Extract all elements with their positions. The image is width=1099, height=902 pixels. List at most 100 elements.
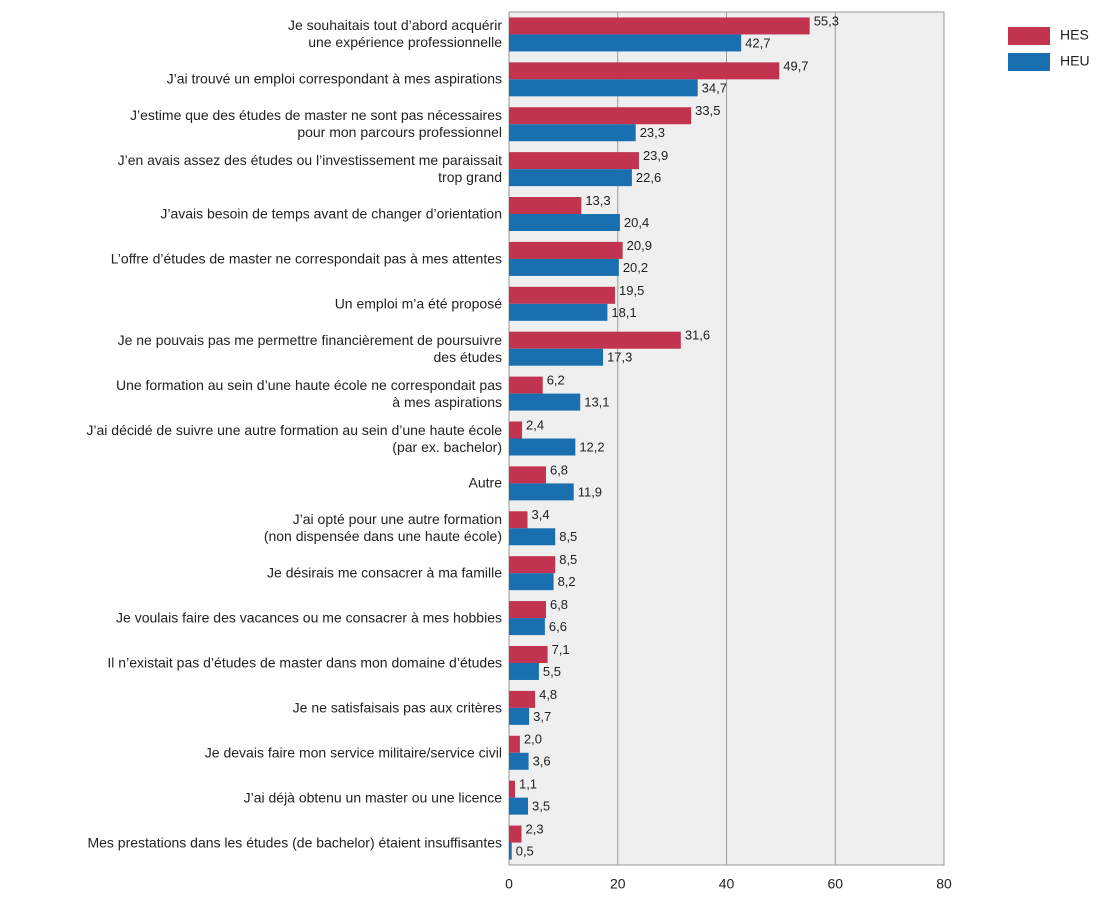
bar (509, 483, 574, 501)
value-label: 6,6 (549, 619, 567, 634)
bar (509, 241, 623, 259)
legend-swatch (1008, 27, 1050, 45)
value-label: 49,7 (783, 58, 808, 73)
bar (509, 152, 639, 170)
value-label: 2,0 (524, 732, 542, 747)
bar (509, 79, 698, 97)
value-label: 0,5 (516, 843, 534, 858)
bar (509, 258, 619, 276)
x-tick-label: 80 (936, 876, 952, 892)
bar (509, 735, 520, 753)
bar (509, 286, 616, 304)
bar (509, 842, 512, 860)
bar (509, 618, 545, 636)
bar (509, 797, 529, 815)
bar (509, 34, 742, 52)
bar (509, 601, 546, 619)
value-label: 13,1 (584, 395, 609, 410)
value-label: 7,1 (552, 642, 570, 657)
value-label: 23,3 (640, 125, 665, 140)
bar (509, 17, 810, 35)
category-label: Une formation au sein d’une haute école … (115, 376, 502, 410)
legend-label: HEU (1060, 53, 1090, 69)
category-label: J’ai décidé de suivre une autre formatio… (86, 421, 502, 455)
value-label: 20,2 (623, 260, 648, 275)
bar (509, 62, 780, 80)
bar (509, 393, 581, 411)
bar (509, 169, 632, 187)
value-label: 6,8 (550, 462, 568, 477)
value-label: 33,5 (695, 103, 720, 118)
value-label: 11,9 (578, 484, 602, 499)
bar (509, 124, 636, 142)
category-label: J’ai opté pour une autre formation (non … (263, 511, 502, 545)
bar (509, 331, 681, 349)
category-label: Je désirais me consacrer à ma famille (267, 564, 502, 581)
x-tick-label: 0 (505, 876, 513, 892)
bar (509, 573, 554, 591)
value-label: 8,5 (559, 529, 577, 544)
value-label: 2,4 (526, 417, 544, 432)
value-label: 2,3 (526, 821, 544, 836)
value-label: 6,2 (547, 373, 565, 388)
value-label: 8,5 (559, 552, 577, 567)
bar (509, 752, 529, 770)
x-tick-label: 40 (719, 876, 735, 892)
bar (509, 376, 543, 394)
category-label: J’avais besoin de temps avant de changer… (160, 205, 502, 222)
bar (509, 438, 576, 456)
value-label: 12,2 (579, 439, 604, 454)
legend-label: HES (1060, 27, 1089, 43)
value-label: 5,5 (543, 664, 561, 679)
value-label: 23,9 (643, 148, 668, 163)
category-label: L’offre d’études de master ne correspond… (110, 250, 502, 267)
bar (509, 466, 546, 484)
category-label: Je souhaitais tout d’abord acquérir une … (287, 17, 502, 51)
value-label: 6,8 (550, 597, 568, 612)
value-label: 3,6 (533, 754, 551, 769)
value-label: 3,4 (531, 507, 549, 522)
category-label: Un emploi m’a été proposé (334, 295, 502, 312)
value-label: 1,1 (519, 777, 537, 792)
category-label: Autre (468, 474, 502, 491)
bar (509, 511, 528, 529)
bar (509, 348, 604, 366)
category-label: J’ai déjà obtenu un master ou une licenc… (243, 789, 502, 806)
category-label: J’ai trouvé un emploi correspondant à me… (166, 70, 502, 87)
value-label: 55,3 (814, 13, 839, 28)
bar (509, 107, 692, 125)
value-label: 42,7 (745, 35, 770, 50)
bar (509, 421, 523, 439)
bar (509, 662, 539, 680)
bar (509, 780, 515, 798)
bar (509, 303, 608, 321)
bar (509, 528, 556, 546)
bar (509, 707, 530, 725)
category-label: J’en avais assez des études ou l’investi… (117, 152, 502, 186)
value-label: 31,6 (685, 328, 710, 343)
bar (509, 556, 556, 574)
category-label: Je ne pouvais pas me permettre financièr… (117, 331, 502, 365)
category-label: Je ne satisfaisais pas aux critères (292, 699, 502, 716)
category-label: Je devais faire mon service militaire/se… (204, 744, 502, 761)
x-tick-label: 60 (827, 876, 843, 892)
bar (509, 825, 522, 843)
bar (509, 645, 548, 663)
bar (509, 214, 620, 232)
value-label: 4,8 (539, 687, 557, 702)
bar (509, 197, 582, 215)
value-label: 3,5 (532, 799, 550, 814)
value-label: 17,3 (607, 350, 632, 365)
value-label: 8,2 (558, 574, 576, 589)
value-label: 34,7 (702, 80, 727, 95)
legend-swatch (1008, 53, 1050, 71)
category-label: J’estime que des études de master ne son… (130, 107, 502, 141)
x-tick-label: 20 (610, 876, 626, 892)
value-label: 19,5 (619, 283, 644, 298)
category-label: Je voulais faire des vacances ou me cons… (116, 609, 502, 626)
bar (509, 690, 536, 708)
category-label: Mes prestations dans les études (de bach… (87, 834, 502, 851)
value-label: 20,4 (624, 215, 649, 230)
